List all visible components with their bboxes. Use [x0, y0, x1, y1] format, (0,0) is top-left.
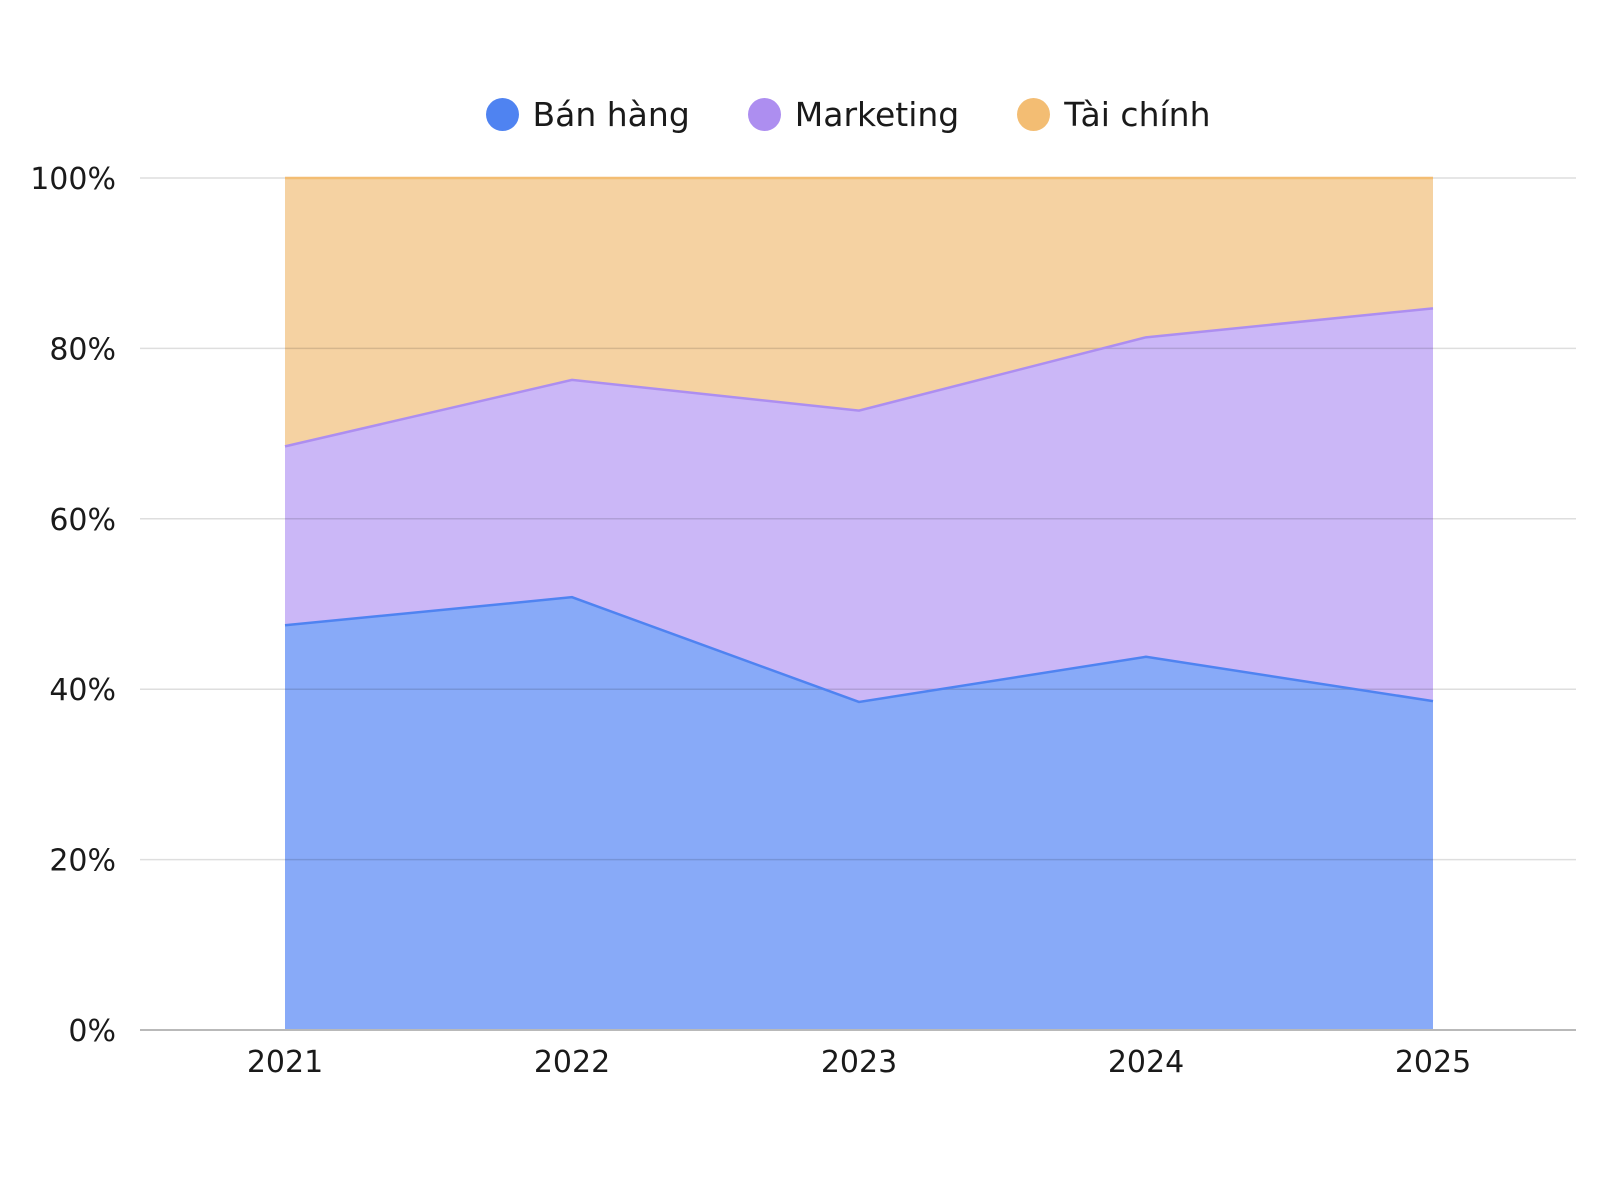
y-tick-label: 0% [68, 1014, 116, 1049]
legend-label-tai-chinh: Tài chính [1064, 94, 1211, 134]
legend-swatch-ban-hang [485, 97, 519, 131]
y-tick-label: 40% [49, 673, 116, 708]
area-marketing [285, 308, 1433, 702]
series-line-ban-hang [284, 595, 1434, 704]
legend: Bán hàng Marketing Tài chính [0, 86, 1600, 142]
y-tick-label: 60% [49, 503, 116, 538]
y-tick-label: 100% [30, 162, 116, 197]
legend-label-marketing: Marketing [794, 94, 960, 134]
x-tick-label: 2024 [1108, 1045, 1184, 1080]
series-line-marketing [284, 307, 1434, 448]
x-tick-label: 2022 [534, 1045, 610, 1080]
legend-swatch-marketing [747, 97, 781, 131]
legend-item-ban-hang[interactable]: Bán hàng [485, 94, 690, 134]
legend-swatch-tai-chinh [1017, 97, 1051, 131]
x-tick-label: 2025 [1395, 1045, 1471, 1080]
area-ban-hang [285, 597, 1433, 1030]
x-tick-label: 2023 [821, 1045, 897, 1080]
x-tick-label: 2021 [247, 1045, 323, 1080]
legend-item-marketing[interactable]: Marketing [747, 94, 960, 134]
legend-label-ban-hang: Bán hàng [532, 94, 690, 134]
y-tick-label: 20% [49, 844, 116, 879]
legend-item-tai-chinh[interactable]: Tài chính [1017, 95, 1210, 134]
y-tick-label: 80% [49, 332, 116, 367]
